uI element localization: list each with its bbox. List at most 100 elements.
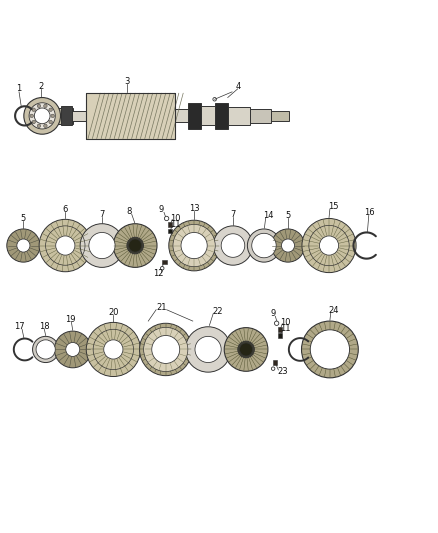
Circle shape: [127, 237, 144, 254]
Circle shape: [86, 322, 141, 376]
Circle shape: [113, 224, 157, 268]
Circle shape: [224, 328, 268, 372]
Polygon shape: [57, 108, 73, 124]
Circle shape: [104, 340, 123, 359]
Circle shape: [144, 327, 188, 372]
Text: 11: 11: [280, 325, 291, 334]
Bar: [278, 327, 283, 332]
Text: 10: 10: [170, 214, 180, 223]
Circle shape: [37, 124, 41, 127]
Text: 9: 9: [159, 205, 164, 214]
Circle shape: [302, 219, 356, 272]
Circle shape: [49, 108, 53, 111]
Text: 23: 23: [277, 367, 288, 376]
Circle shape: [319, 236, 339, 255]
Text: 24: 24: [328, 305, 339, 314]
Circle shape: [181, 232, 207, 259]
Circle shape: [29, 103, 55, 129]
Circle shape: [252, 233, 276, 258]
Circle shape: [7, 229, 40, 262]
Text: 7: 7: [99, 209, 105, 219]
Text: 1: 1: [16, 84, 21, 93]
Circle shape: [36, 340, 55, 359]
Polygon shape: [60, 106, 72, 125]
Text: 13: 13: [189, 204, 199, 213]
Circle shape: [44, 104, 47, 108]
Text: 22: 22: [213, 306, 223, 316]
Text: 5: 5: [286, 212, 290, 220]
Circle shape: [32, 120, 35, 124]
Circle shape: [44, 124, 47, 127]
Polygon shape: [72, 111, 86, 121]
Text: 21: 21: [156, 303, 166, 312]
Polygon shape: [228, 107, 250, 125]
Circle shape: [51, 114, 54, 118]
Circle shape: [213, 98, 216, 101]
Text: 18: 18: [39, 322, 49, 331]
Circle shape: [32, 336, 59, 362]
Circle shape: [185, 327, 231, 372]
Circle shape: [89, 232, 115, 259]
Circle shape: [37, 104, 41, 108]
Circle shape: [49, 120, 53, 124]
Circle shape: [221, 234, 245, 257]
Circle shape: [152, 335, 180, 364]
Text: 11: 11: [170, 220, 180, 229]
Circle shape: [24, 98, 60, 134]
Circle shape: [54, 331, 91, 368]
Circle shape: [275, 321, 279, 326]
Polygon shape: [175, 109, 188, 123]
Text: 15: 15: [328, 202, 339, 211]
Circle shape: [240, 343, 253, 356]
Circle shape: [17, 239, 30, 252]
Text: 17: 17: [14, 322, 25, 331]
Circle shape: [272, 229, 304, 262]
Circle shape: [238, 341, 254, 358]
Text: 9: 9: [271, 309, 276, 318]
Circle shape: [80, 224, 124, 268]
Circle shape: [39, 220, 92, 272]
Text: 8: 8: [127, 207, 132, 216]
Text: 6: 6: [63, 205, 68, 214]
Polygon shape: [86, 93, 175, 139]
Circle shape: [56, 236, 75, 255]
Text: 5: 5: [21, 214, 26, 223]
Bar: [278, 333, 283, 338]
Polygon shape: [272, 111, 289, 121]
Circle shape: [169, 220, 219, 271]
Bar: [273, 360, 277, 365]
Circle shape: [310, 330, 350, 369]
Text: 12: 12: [153, 269, 164, 278]
Text: 10: 10: [280, 318, 291, 327]
Circle shape: [247, 229, 281, 262]
Text: 14: 14: [264, 212, 274, 220]
Circle shape: [282, 239, 294, 252]
Circle shape: [66, 343, 80, 357]
Bar: [168, 222, 172, 227]
Text: 16: 16: [364, 208, 375, 217]
Circle shape: [195, 336, 221, 362]
Circle shape: [140, 323, 192, 376]
Text: 4: 4: [235, 82, 240, 91]
Text: 2: 2: [38, 82, 43, 91]
Polygon shape: [42, 111, 57, 120]
Text: 19: 19: [65, 315, 76, 324]
Polygon shape: [215, 103, 228, 129]
Circle shape: [272, 367, 275, 370]
Circle shape: [160, 266, 164, 270]
Polygon shape: [201, 106, 215, 125]
Polygon shape: [250, 109, 272, 123]
Circle shape: [164, 216, 169, 221]
Circle shape: [129, 239, 142, 252]
Text: 20: 20: [108, 308, 119, 317]
Circle shape: [32, 108, 35, 111]
Text: 7: 7: [230, 209, 236, 219]
Text: 3: 3: [125, 77, 130, 86]
Circle shape: [173, 224, 215, 266]
Polygon shape: [188, 103, 201, 129]
Circle shape: [301, 321, 358, 378]
Circle shape: [213, 226, 253, 265]
Circle shape: [34, 108, 50, 124]
Bar: [168, 229, 172, 233]
Bar: [162, 260, 166, 264]
